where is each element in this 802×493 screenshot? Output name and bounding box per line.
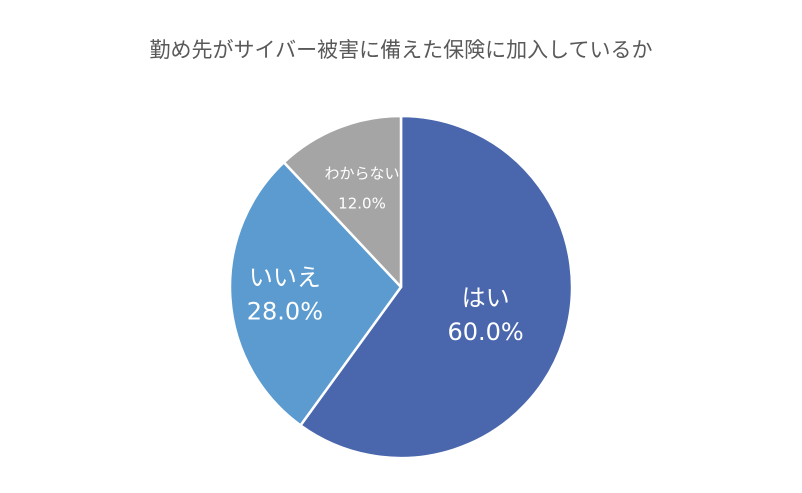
slice-label-1: はい xyxy=(462,284,510,312)
slice-label-3: わからない xyxy=(324,165,399,183)
pie-slice-3 xyxy=(282,114,403,289)
pie-slice-2 xyxy=(228,161,403,427)
pie-slice-1 xyxy=(299,114,574,460)
slice-value-label-1: 60.0% xyxy=(447,318,523,346)
slice-value-label-2: 28.0% xyxy=(247,298,323,326)
slice-label-2: いいえ xyxy=(249,264,321,292)
chart-title: 勤め先がサイバー被害に備えた保険に加入しているか xyxy=(149,38,653,62)
slice-value-label-3: 12.0% xyxy=(338,195,386,213)
